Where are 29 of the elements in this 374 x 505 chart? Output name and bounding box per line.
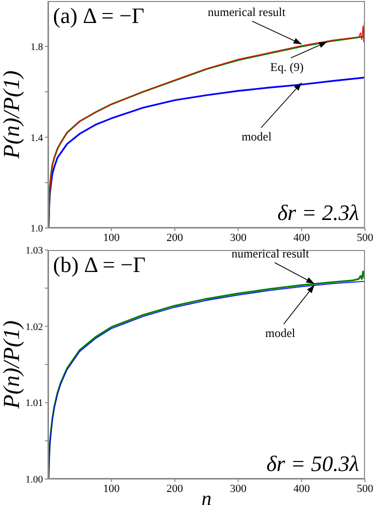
annotation: δr = 2.3λ [277,200,359,225]
y-tick-label: 1.02 [26,322,43,333]
x-tick-label: 100 [103,482,120,495]
annotation: model [265,326,296,340]
annotation: model [242,130,272,144]
y-axis-title: P(n)/P(1) [0,70,24,160]
x-axis-title: n [202,488,212,505]
x-tick-label: 500 [356,482,374,495]
x-tick-label: 400 [293,232,310,244]
annotation: Eq. (9) [270,60,304,74]
x-tick-label: 200 [166,482,184,495]
y-tick-label: 1.0 [30,224,43,235]
x-tick-label: 300 [230,232,247,244]
chart-title: (b) Δ = −Γ [53,252,146,277]
x-tick-label: 100 [103,232,120,244]
x-tick-label: 300 [230,482,247,495]
annotation: δr = 50.3λ [266,451,359,476]
x-tick-label: 500 [356,232,374,244]
annotation: numerical result [231,246,310,261]
y-tick-label: 1.01 [26,398,43,410]
y-tick-label: 1.8 [30,42,43,53]
y-tick-label: 1.4 [30,132,43,144]
y-tick-label: 1.03 [26,246,43,257]
y-axis-title: P(n)/P(1) [0,320,24,410]
x-tick-label: 200 [166,232,184,244]
x-tick-label: 400 [293,482,310,495]
y-tick-label: 1.00 [26,474,43,486]
chart-title: (a) Δ = −Γ [53,3,145,28]
annotation: numerical result [208,5,286,20]
